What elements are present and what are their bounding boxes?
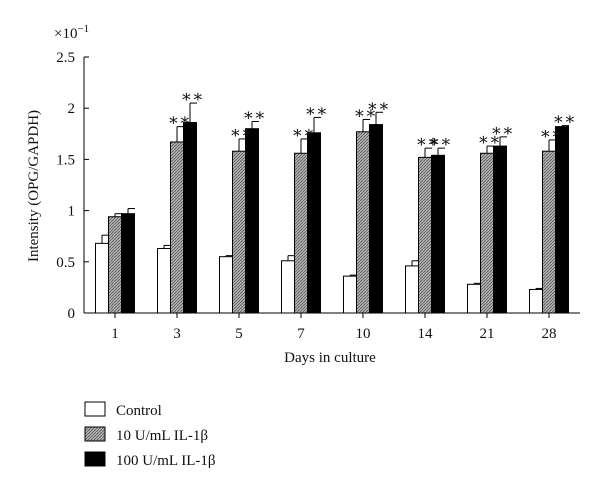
x-tick-label: 1 — [111, 326, 119, 342]
x-tick-label: 28 — [542, 326, 557, 342]
bar — [467, 283, 481, 314]
significance-marker: ∗∗ — [428, 132, 451, 151]
significance-marker: ∗∗ — [242, 106, 265, 125]
significance-marker: ∗∗ — [291, 123, 314, 142]
bar — [480, 152, 494, 314]
y-tick-label: 1.5 — [56, 152, 75, 168]
x-tick-label: 21 — [480, 326, 495, 342]
bar — [493, 145, 507, 314]
significance-marker: ∗∗ — [353, 103, 376, 122]
bar — [281, 260, 295, 314]
y-tick-label: 2 — [68, 101, 76, 117]
bar — [108, 216, 122, 314]
bar — [183, 122, 197, 314]
y-multiplier-label: ×10−1 — [54, 23, 89, 42]
bar — [369, 124, 383, 314]
bar — [405, 265, 419, 314]
significance-marker: ∗∗ — [415, 132, 438, 151]
x-tick-label: 14 — [418, 326, 434, 342]
bar — [294, 152, 308, 314]
significance-marker: ∗∗ — [366, 96, 389, 115]
bar — [356, 131, 370, 314]
y-tick-label: 1 — [68, 204, 76, 220]
bar — [95, 242, 109, 314]
significance-marker: ∗∗ — [229, 123, 252, 142]
bar — [529, 288, 543, 314]
bar — [157, 247, 171, 314]
legend-swatch — [84, 451, 106, 467]
significance-marker: ∗∗ — [552, 110, 575, 129]
legend-label: 10 U/mL IL-1β — [116, 428, 208, 444]
legend: Control 10 U/mL IL-1β 100 U/mL IL-1β — [84, 401, 216, 469]
x-tick-label: 5 — [235, 326, 243, 342]
bar — [170, 141, 184, 314]
bar — [555, 126, 569, 314]
y-tick-label: 2.5 — [56, 50, 75, 66]
legend-label: 100 U/mL IL-1β — [116, 453, 216, 469]
legend-swatch — [84, 426, 106, 442]
x-tick-label: 7 — [297, 326, 305, 342]
significance-marker: ∗∗ — [539, 124, 562, 143]
bar — [121, 213, 135, 314]
legend-swatch — [84, 401, 106, 417]
significance-marker: ∗∗ — [167, 111, 190, 130]
bar — [418, 156, 432, 314]
bar — [343, 275, 357, 314]
significance-marker: ∗∗ — [180, 87, 203, 106]
significance-marker: ∗∗ — [304, 101, 327, 120]
bar — [245, 128, 259, 314]
y-axis-title: Intensity (OPG/GAPDH) — [26, 110, 42, 262]
significance-marker: ∗∗ — [490, 121, 513, 140]
y-tick-label: 0 — [68, 306, 76, 322]
y-multiplier-exponent: −1 — [77, 23, 89, 35]
y-tick-label: 0.5 — [56, 255, 75, 271]
significance-marker: ∗∗ — [477, 130, 500, 149]
legend-label: Control — [116, 403, 162, 419]
bar — [219, 256, 233, 314]
bar — [542, 150, 556, 314]
bar — [431, 154, 445, 314]
x-tick-label: 10 — [356, 326, 371, 342]
bar — [232, 150, 246, 314]
bar — [307, 132, 321, 314]
x-axis-title: Days in culture — [284, 350, 376, 366]
x-tick-label: 3 — [173, 326, 181, 342]
